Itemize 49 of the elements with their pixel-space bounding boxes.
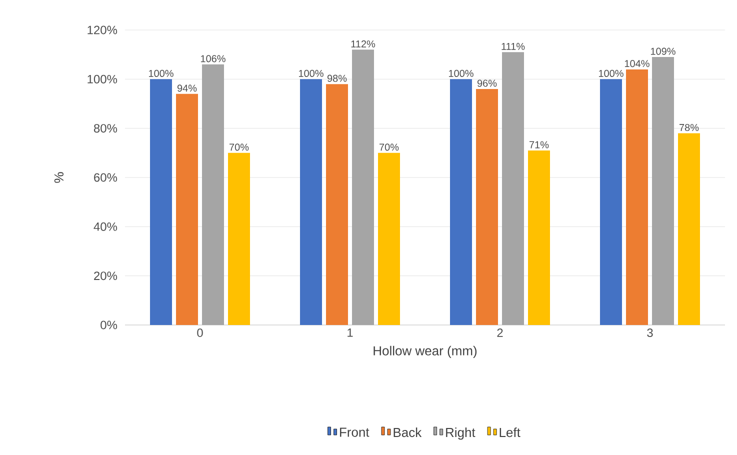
x-axis-title: Hollow wear (mm): [374, 346, 477, 358]
data-label: 111%: [502, 42, 525, 50]
legend-label: Front: [340, 428, 370, 437]
y-tick-label: 20%: [94, 272, 118, 280]
y-axis-title: %: [54, 172, 64, 183]
bar: [228, 152, 250, 325]
legend-label: Left: [500, 428, 520, 438]
data-label: 100%: [148, 70, 174, 77]
x-tick-label: 0: [197, 328, 203, 338]
data-label: 109%: [650, 48, 676, 55]
bar: [450, 79, 472, 325]
data-label: 100%: [448, 70, 474, 77]
bar: [202, 64, 224, 325]
bar: [300, 79, 322, 325]
data-label: 106%: [200, 55, 226, 62]
y-tick-label: 40%: [94, 222, 118, 231]
data-label: 94%: [177, 84, 197, 92]
bar: [502, 52, 524, 325]
y-tick-label: 60%: [94, 173, 118, 182]
x-tick-label: 2: [497, 328, 503, 337]
data-label: 100%: [598, 70, 624, 77]
bar: [528, 150, 550, 325]
data-label: 70%: [380, 144, 399, 151]
bar: [378, 152, 400, 325]
data-label: 100%: [298, 70, 324, 77]
bar: [352, 50, 374, 325]
data-label: 112%: [351, 40, 376, 48]
data-label: 104%: [624, 60, 650, 68]
data-label: 71%: [530, 141, 549, 148]
bar: [626, 69, 648, 325]
legend-label: Back: [394, 428, 422, 438]
x-tick-label: 3: [647, 328, 653, 338]
bar: [176, 94, 198, 325]
y-tick-label: 120%: [88, 26, 118, 34]
bar: [600, 79, 622, 325]
x-tick-label: 1: [348, 328, 353, 337]
data-label: 98%: [327, 74, 347, 82]
bar: [326, 84, 348, 325]
bar: [150, 79, 172, 325]
y-tick-label: 0%: [100, 320, 118, 330]
legend-label: Right: [446, 428, 476, 440]
data-label: 70%: [230, 144, 249, 151]
bar: [652, 57, 674, 325]
y-tick-label: 80%: [94, 124, 118, 133]
data-label: 96%: [477, 80, 497, 87]
bar: [678, 133, 700, 325]
bar: [476, 88, 498, 325]
y-tick-label: 100%: [88, 74, 118, 84]
data-label: 78%: [680, 124, 699, 132]
